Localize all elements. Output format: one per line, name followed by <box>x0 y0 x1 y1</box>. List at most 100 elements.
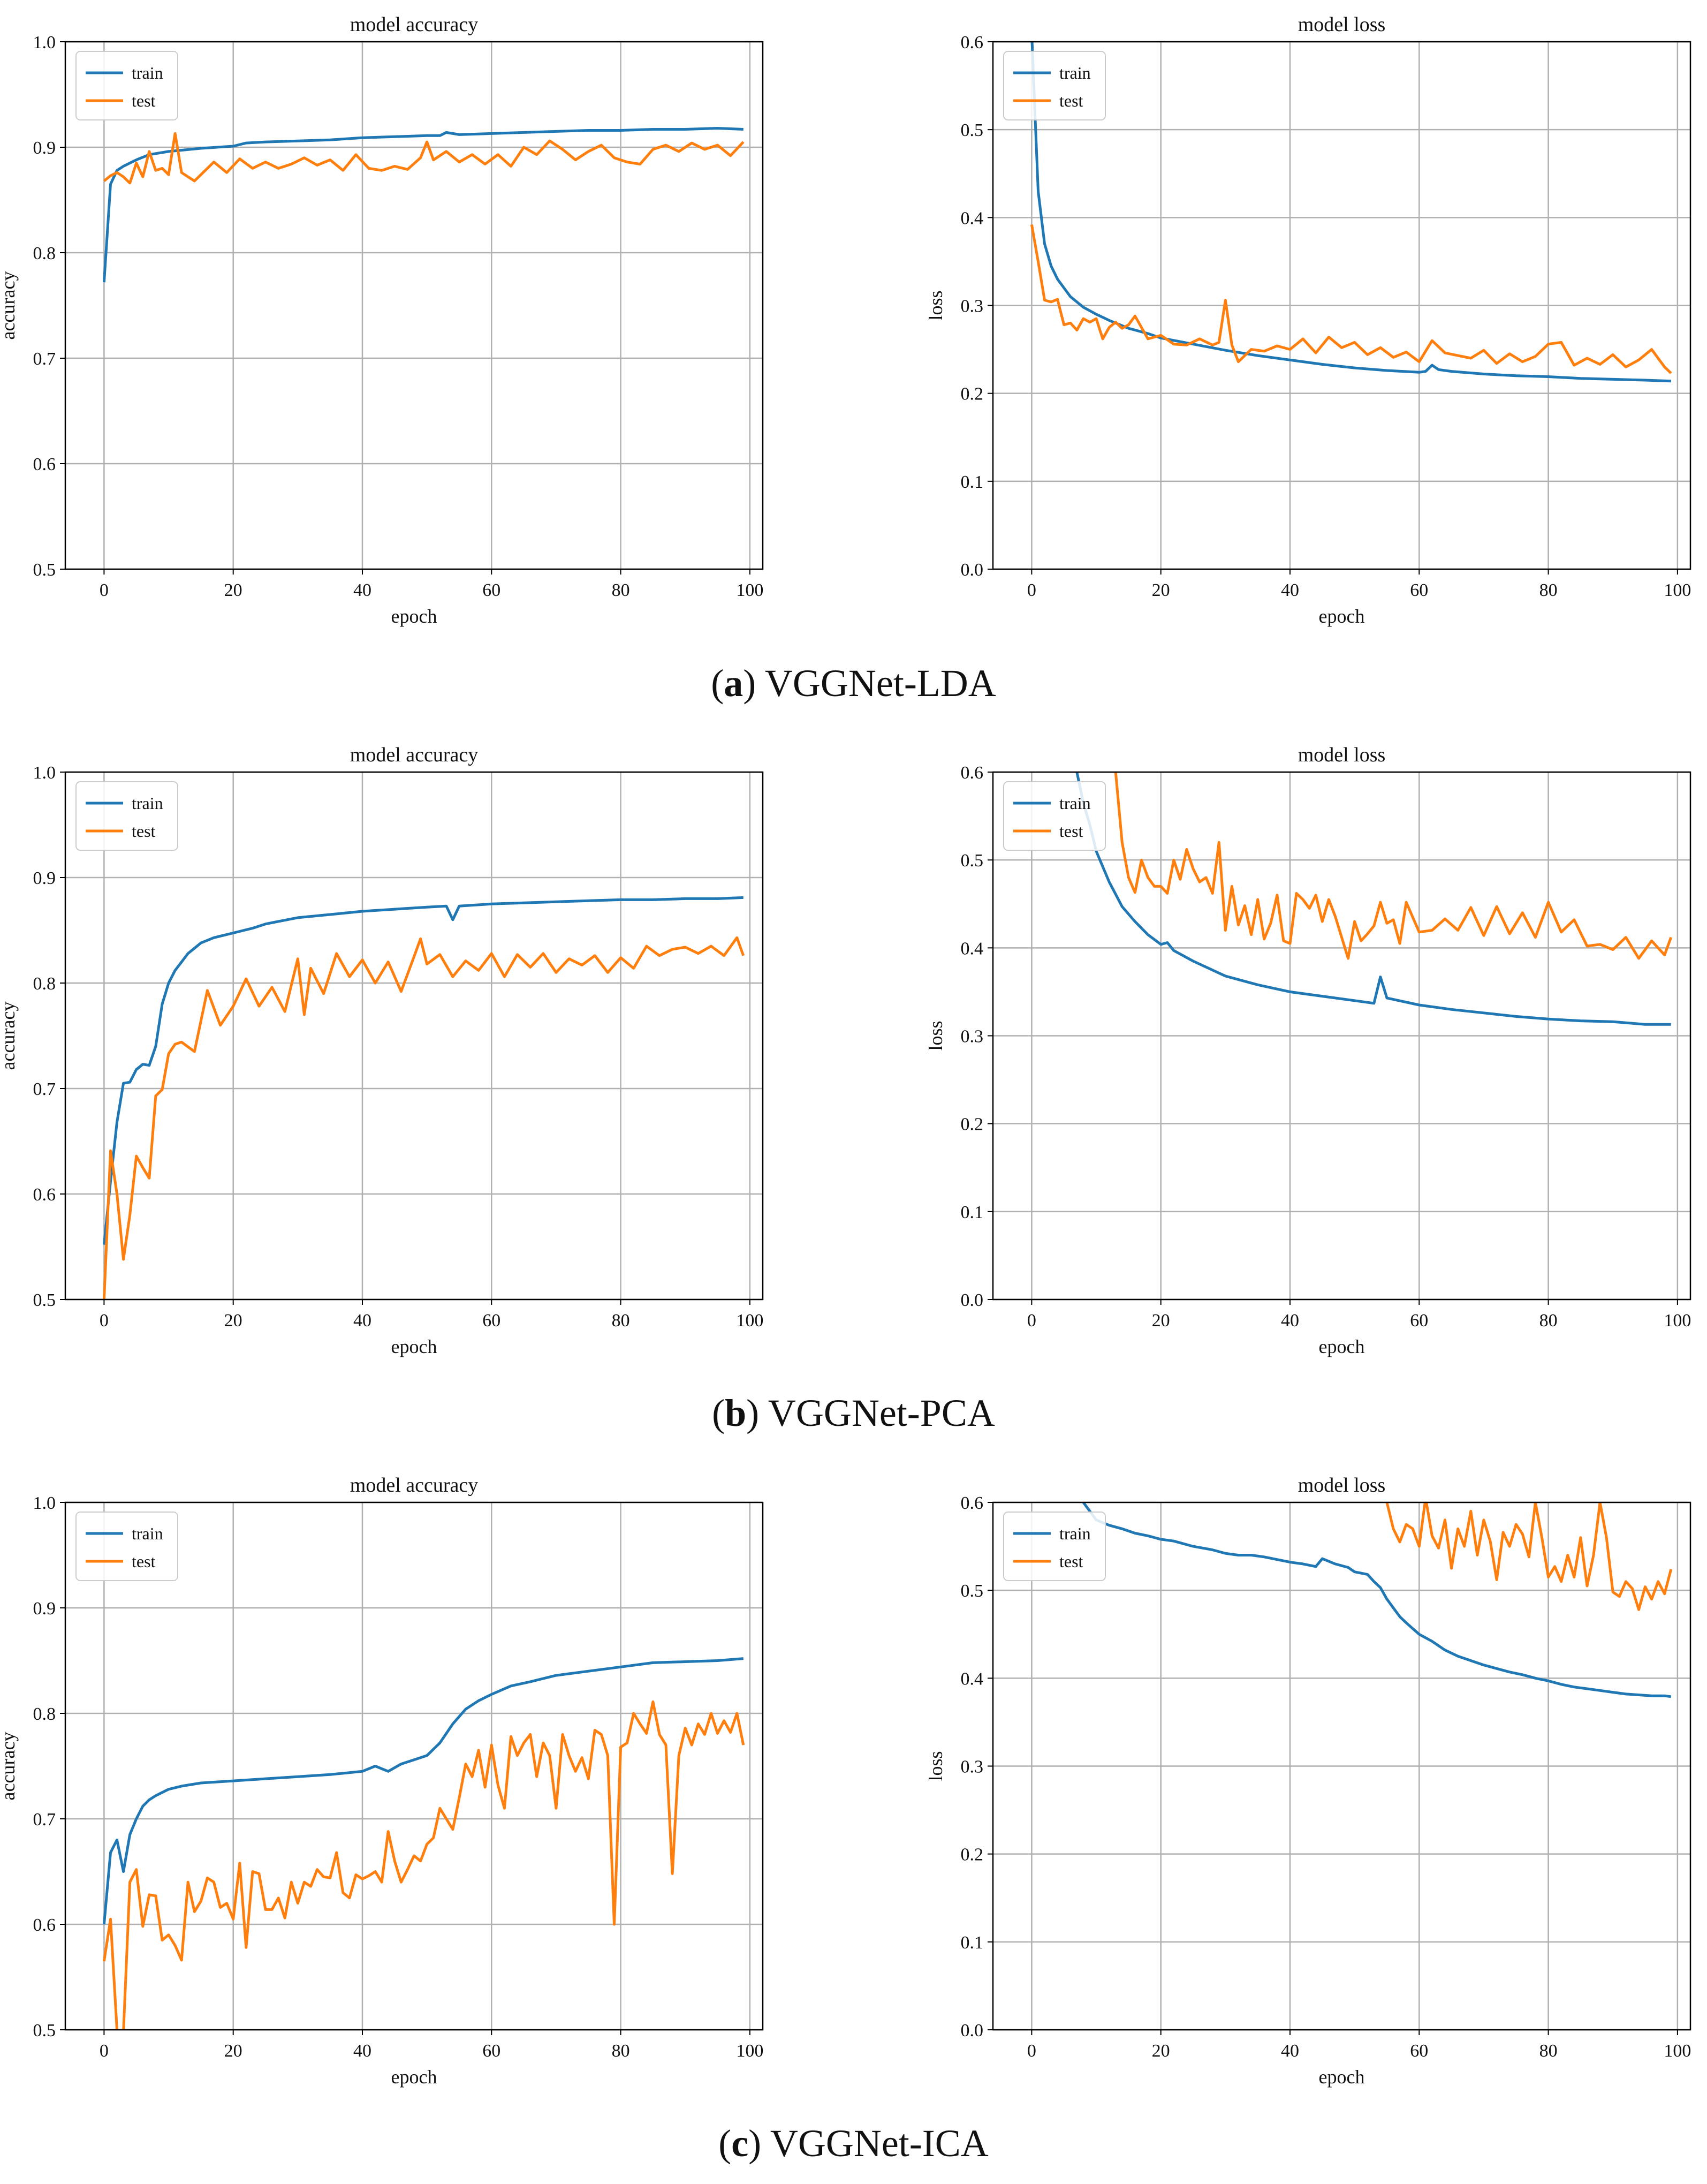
series-line-test <box>102 1700 745 2030</box>
plot-frame <box>64 1501 764 2031</box>
y-tick-label: 0.4 <box>961 208 984 228</box>
y-tick-label: 0.8 <box>33 244 56 263</box>
y-tick-label: 0.1 <box>961 1203 984 1222</box>
series-line-train <box>1030 42 1671 383</box>
y-tick-label: 1.0 <box>33 1493 56 1513</box>
y-tick-label: 0.3 <box>961 1027 984 1047</box>
x-tick-label: 0 <box>1027 2041 1036 2061</box>
x-tick-label: 0 <box>100 1311 109 1331</box>
series-line-train <box>1082 1502 1672 1698</box>
y-tick-label: 0.1 <box>961 472 984 492</box>
series-line-train <box>102 127 744 283</box>
x-tick-label: 80 <box>612 580 630 600</box>
y-tick-label: 0.5 <box>33 2021 56 2041</box>
legend-box <box>1003 1512 1106 1581</box>
series-line-test <box>103 132 745 185</box>
y-tick-label: 0.6 <box>961 763 984 783</box>
chart-title: model accuracy <box>350 13 478 36</box>
x-tick-label: 20 <box>1152 1311 1170 1331</box>
legend: train test <box>1003 51 1106 120</box>
y-tick-label: 0.2 <box>961 1845 984 1865</box>
chart-5: 0 20 40 60 80 100 0.0 0.1 0.2 0.3 0.4 0.5 0.6 model l… <box>925 1474 1691 2088</box>
chart-title: model loss <box>1298 1474 1386 1497</box>
y-tick-label: 0.4 <box>961 1669 984 1689</box>
legend-label-train: train <box>132 794 163 813</box>
series-line-train <box>102 1657 744 1925</box>
y-tick-label: 0.5 <box>33 1290 56 1310</box>
y-tick-label: 0.5 <box>33 560 56 580</box>
chart-2: 0 20 40 60 80 100 0.5 0.6 0.7 0.8 0.9 1.0 model accu… <box>0 744 763 1357</box>
legend-label-test: test <box>132 1552 156 1571</box>
y-tick-label: 0.5 <box>961 120 984 140</box>
legend-box <box>1003 51 1106 120</box>
legend-label-train: train <box>132 63 163 82</box>
y-tick-label: 0.9 <box>33 138 56 158</box>
x-axis-label: epoch <box>391 1336 437 1357</box>
legend-label-test: test <box>1059 821 1083 841</box>
x-tick-label: 20 <box>1152 580 1170 600</box>
x-tick-label: 100 <box>1664 1311 1691 1331</box>
legend-label-train: train <box>1059 63 1091 82</box>
x-axis-label: epoch <box>391 2066 437 2088</box>
series-line-test <box>102 936 745 1299</box>
x-tick-label: 40 <box>1281 2041 1299 2061</box>
legend-label-test: test <box>132 91 156 110</box>
plot-frame <box>64 771 764 1301</box>
x-tick-label: 20 <box>224 2041 242 2061</box>
y-tick-label: 0.2 <box>961 384 984 404</box>
y-tick-label: 0.8 <box>33 974 56 994</box>
x-tick-label: 0 <box>100 580 109 600</box>
caption-c: (c) VGGNet-ICA <box>718 2122 989 2165</box>
y-tick-label: 0.4 <box>961 939 984 958</box>
y-tick-label: 0.7 <box>33 1810 56 1830</box>
chart-4: 0 20 40 60 80 100 0.5 0.6 0.7 0.8 0.9 1.0 model accu… <box>0 1474 763 2088</box>
x-tick-label: 40 <box>353 2041 371 2061</box>
x-tick-label: 0 <box>1027 580 1036 600</box>
legend-label-train: train <box>1059 1524 1091 1543</box>
plot-frame <box>992 771 1691 1301</box>
legend-label-test: test <box>1059 91 1083 110</box>
series-line-train <box>1075 772 1671 1026</box>
x-tick-label: 60 <box>1410 1311 1428 1331</box>
plot-frame <box>992 41 1691 570</box>
y-tick-label: 0.1 <box>961 1933 984 1953</box>
y-tick-label: 0.6 <box>961 1493 984 1513</box>
legend: train test <box>75 51 178 120</box>
y-tick-label: 0.3 <box>961 1757 984 1777</box>
x-tick-label: 100 <box>736 1311 763 1331</box>
x-tick-label: 60 <box>482 1311 500 1331</box>
x-tick-label: 20 <box>224 580 242 600</box>
x-tick-label: 60 <box>1410 580 1428 600</box>
x-tick-label: 100 <box>736 580 763 600</box>
y-tick-label: 0.5 <box>961 851 984 871</box>
y-axis-label: accuracy <box>0 1002 19 1070</box>
y-tick-label: 1.0 <box>33 763 56 783</box>
x-tick-label: 100 <box>736 2041 763 2061</box>
legend-box <box>75 51 178 120</box>
y-tick-label: 0.6 <box>33 455 56 474</box>
y-tick-label: 0.9 <box>33 868 56 888</box>
y-axis-label: loss <box>925 290 946 320</box>
chart-title: model loss <box>1298 13 1386 36</box>
y-tick-label: 0.7 <box>33 1079 56 1099</box>
chart-3: 0 20 40 60 80 100 0.0 0.1 0.2 0.3 0.4 0.5 0.6 model l… <box>925 744 1691 1357</box>
legend-box <box>75 781 178 851</box>
x-tick-label: 60 <box>482 2041 500 2061</box>
x-tick-label: 60 <box>482 580 500 600</box>
plot-frame <box>64 41 764 570</box>
y-axis-label: loss <box>925 1751 946 1781</box>
y-axis-label: accuracy <box>0 1732 19 1801</box>
caption-a: (a) VGGNet-LDA <box>711 662 996 705</box>
legend: train test <box>1003 1512 1106 1581</box>
y-tick-label: 0.6 <box>961 33 984 52</box>
series-line-test <box>1385 1502 1673 1611</box>
legend: train test <box>75 781 178 851</box>
plot-frame <box>992 1501 1691 2031</box>
x-tick-label: 40 <box>353 580 371 600</box>
y-tick-label: 0.0 <box>961 560 984 580</box>
x-tick-label: 80 <box>612 1311 630 1331</box>
x-tick-label: 40 <box>1281 1311 1299 1331</box>
legend-label-train: train <box>1059 794 1091 813</box>
y-tick-label: 0.0 <box>961 1290 984 1310</box>
